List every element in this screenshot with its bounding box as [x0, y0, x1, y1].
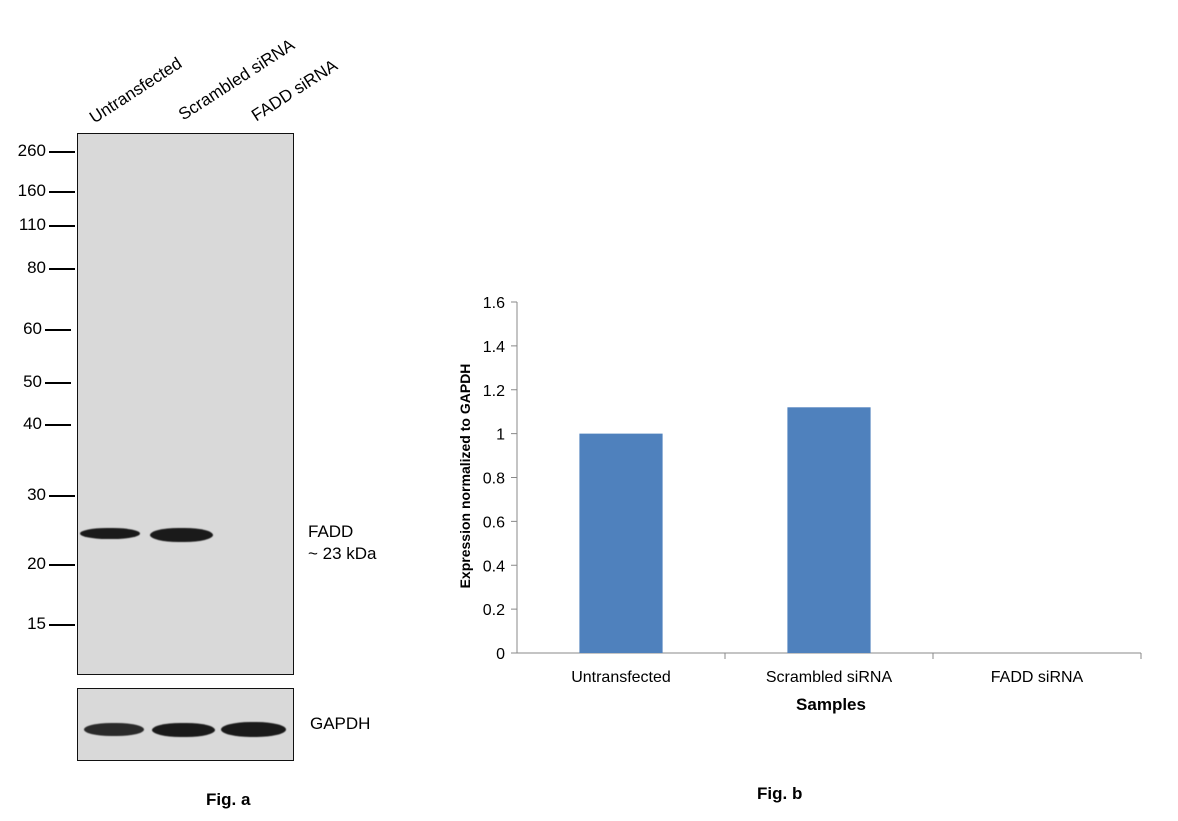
- y-tick-label-4: 0.8: [483, 471, 505, 488]
- mw-tick-260: [49, 151, 75, 153]
- bar-scrambled-sirna: [787, 407, 871, 653]
- y-tick-label-7: 1.4: [483, 339, 505, 356]
- band-gapdh-scrambled-sirna: [152, 723, 215, 737]
- mw-tick-80: [49, 268, 75, 270]
- mw-tick-15: [49, 624, 75, 626]
- mw-tick-60: [45, 329, 71, 331]
- y-tick-label-6: 1.2: [483, 383, 505, 400]
- y-tick-label-5: 1: [496, 427, 505, 444]
- mw-label-15: 15: [27, 614, 46, 633]
- mw-tick-20: [49, 564, 75, 566]
- x-category-label-0: Untransfected: [571, 669, 671, 686]
- y-tick-label-3: 0.6: [483, 514, 505, 531]
- band-gapdh-fadd-sirna: [221, 722, 286, 737]
- mw-label-80: 80: [27, 258, 46, 277]
- mw-label-20: 20: [27, 554, 46, 573]
- mw-label-160: 160: [17, 181, 46, 200]
- mw-tick-110: [49, 225, 75, 227]
- x-axis: Untransfected Scrambled siRNA FADD siRNA: [517, 652, 1142, 686]
- mw-label-30: 30: [27, 485, 46, 504]
- y-tick-label-8: 1.6: [483, 295, 505, 312]
- fadd-label: FADD ~ 23 kDa: [308, 521, 377, 565]
- mw-label-110: 110: [18, 215, 46, 234]
- mw-tick-30: [49, 495, 75, 497]
- y-axis: 0 0.2 0.4 0.6 0.8 1 1.2 1.4 1.6: [483, 295, 518, 663]
- band-gapdh-untransfected: [84, 723, 144, 736]
- band-fadd-untransfected: [80, 528, 140, 539]
- gapdh-label: GAPDH: [310, 714, 371, 733]
- figure-b-caption: Fig. b: [757, 784, 803, 803]
- y-axis-title: Expression normalized to GAPDH: [457, 364, 473, 589]
- y-tick-label-1: 0.2: [483, 602, 505, 619]
- mw-label-40: 40: [23, 414, 42, 433]
- x-category-label-1: Scrambled siRNA: [766, 669, 893, 686]
- x-axis-title: Samples: [796, 695, 866, 714]
- bar-untransfected: [579, 433, 663, 653]
- fadd-label-size: ~ 23 kDa: [308, 544, 377, 563]
- figure-a-caption: Fig. a: [206, 790, 251, 809]
- mw-tick-40: [45, 424, 71, 426]
- mw-label-260: 260: [17, 141, 46, 160]
- y-tick-label-0: 0: [496, 646, 505, 663]
- y-tick-label-2: 0.4: [483, 558, 505, 575]
- mw-tick-160: [49, 191, 75, 193]
- mw-label-50: 50: [23, 372, 42, 391]
- mw-label-60: 60: [23, 319, 42, 338]
- blot-panel-fadd: [77, 133, 294, 675]
- band-fadd-scrambled-sirna: [150, 528, 213, 542]
- fadd-label-name: FADD: [308, 522, 354, 541]
- x-category-label-2: FADD siRNA: [991, 669, 1084, 686]
- mw-tick-50: [45, 382, 71, 384]
- bars: [579, 407, 871, 653]
